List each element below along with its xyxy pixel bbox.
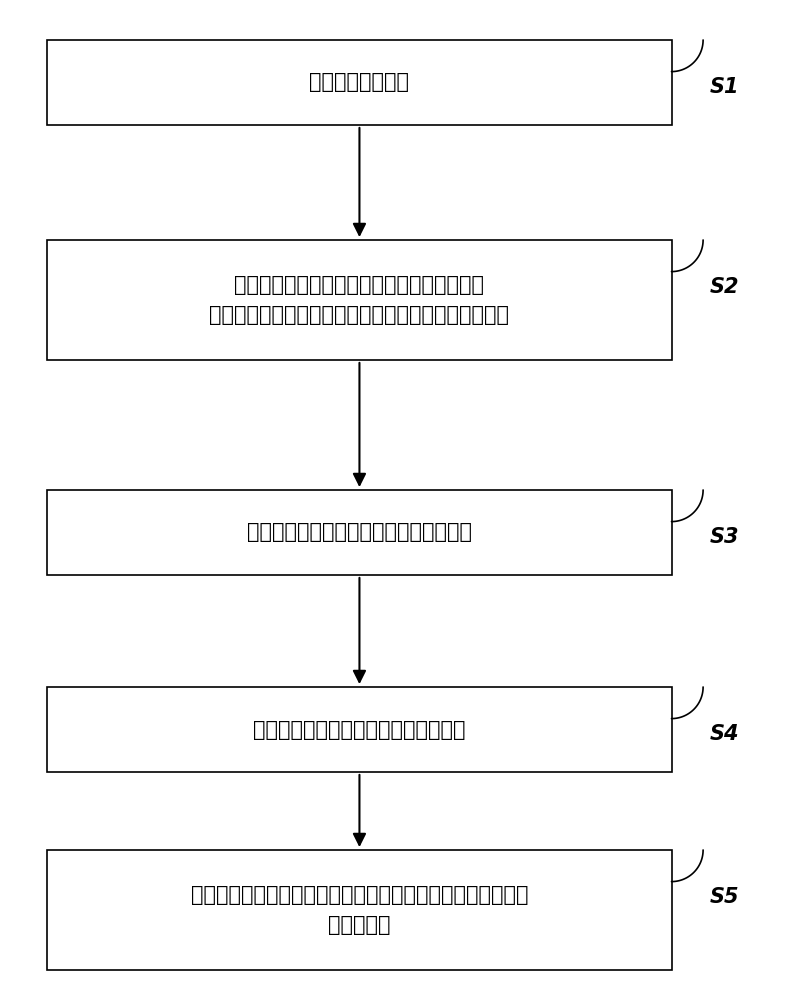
Text: S2: S2 — [709, 277, 739, 297]
Text: S3: S3 — [709, 527, 739, 547]
Bar — [47, 850, 672, 970]
Text: 检测集装箱是否处于摄像系统的拍摄范围内，
基于拍摄到的图像进行锁孔识别，确定锁孔所在的位置: 检测集装箱是否处于摄像系统的拍摄范围内， 基于拍摄到的图像进行锁孔识别，确定锁孔… — [209, 275, 510, 325]
Bar — [47, 240, 672, 360]
Text: S5: S5 — [709, 887, 739, 907]
Text: 拍摄集装箱的图像: 拍摄集装箱的图像 — [310, 73, 409, 93]
Text: 基于设备坐标对抓取设备进行定位。若是有效安全位置则开始
抓取集装箱: 基于设备坐标对抓取设备进行定位。若是有效安全位置则开始 抓取集装箱 — [190, 885, 529, 935]
Text: 将图像坐标转换成抓取设备的设备坐标: 将图像坐标转换成抓取设备的设备坐标 — [254, 720, 465, 740]
Bar — [47, 40, 672, 125]
Text: 基于锁孔所在的位置获得锁孔的图像坐标: 基于锁孔所在的位置获得锁孔的图像坐标 — [247, 522, 472, 542]
Text: S4: S4 — [709, 724, 739, 744]
Bar — [47, 687, 672, 772]
Bar — [47, 490, 672, 575]
Text: S1: S1 — [709, 77, 739, 97]
